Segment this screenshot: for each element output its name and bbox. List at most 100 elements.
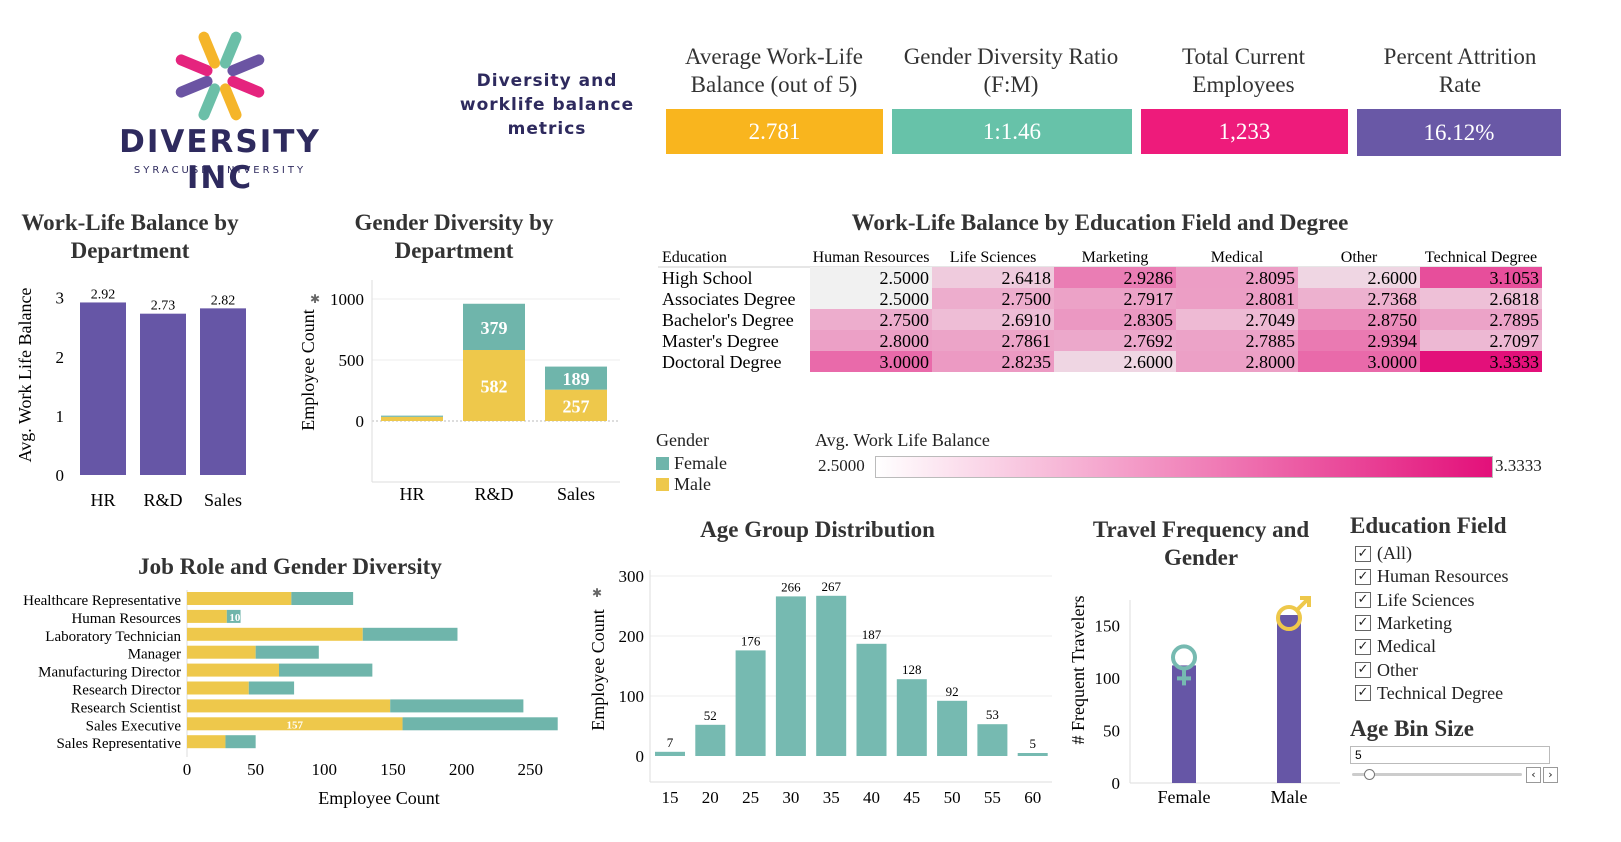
wlb-color-ramp: [875, 456, 1493, 478]
cell-value: 2.5000: [880, 289, 930, 309]
age-bin-title: Age Bin Size: [1350, 716, 1474, 741]
bar: [896, 679, 927, 756]
education-filter-option[interactable]: ✓ (All): [1355, 543, 1412, 564]
x-tick-label: 200: [449, 760, 475, 779]
x-tick-label: 45: [903, 788, 920, 807]
education-filter-option[interactable]: ✓ Human Resources: [1355, 566, 1508, 587]
cell-value: 2.6418: [1002, 268, 1052, 288]
row-label: High School: [662, 268, 753, 288]
bar-segment: [187, 735, 226, 749]
logo-petal: [227, 54, 265, 77]
cell-value: 3.1053: [1490, 268, 1540, 288]
row-label: Associates Degree: [662, 289, 795, 309]
bar-segment: [463, 303, 525, 350]
heatmap-cell: [932, 330, 1054, 351]
cell-value: 2.7049: [1246, 310, 1296, 330]
row-header: Education: [662, 249, 727, 266]
kpi-value-attrition: 16.12%: [1357, 109, 1561, 156]
logo-petal: [198, 83, 221, 121]
x-tick-label: R&D: [143, 490, 182, 510]
category-label: Manager: [128, 647, 181, 663]
y-axis-title: Employee Count: [588, 609, 608, 730]
checkbox-checked-icon[interactable]: ✓: [1355, 545, 1371, 562]
wlb-legend-max: 3.3333: [1495, 456, 1542, 475]
heatmap-cell: [810, 351, 932, 372]
checkbox-checked-icon[interactable]: ✓: [1355, 615, 1371, 632]
kpi-title-employees: Total Current Employees: [1182, 44, 1305, 97]
legend-item-female[interactable]: Female: [656, 453, 727, 474]
y-axis-title: # Frequent Travelers: [1068, 596, 1088, 745]
bar-segment: [226, 609, 241, 623]
heatmap-cell: [1420, 288, 1542, 309]
wlb-legend-min: 2.5000: [818, 456, 865, 475]
kpi-value-employees: 1,233: [1141, 109, 1348, 154]
kpi-title-attrition: Percent Attrition Rate: [1383, 44, 1537, 97]
heatmap-cell: [1176, 351, 1298, 372]
x-tick-label: 250: [518, 760, 544, 779]
education-filter-option[interactable]: ✓ Technical Degree: [1355, 683, 1503, 704]
column-header: Life Sciences: [950, 249, 1037, 266]
education-filter-option[interactable]: ✓ Life Sciences: [1355, 590, 1474, 611]
bar-segment: [402, 717, 558, 731]
checkbox-checked-icon[interactable]: ✓: [1355, 592, 1371, 609]
data-label: 379: [481, 318, 508, 338]
cell-value: 2.6818: [1490, 289, 1540, 309]
education-filter-option[interactable]: ✓ Other: [1355, 660, 1418, 681]
legend-item-male[interactable]: Male: [656, 474, 727, 495]
heatmap-cell: [932, 288, 1054, 309]
cell-value: 2.8081: [1246, 289, 1296, 309]
kpi-title-wlb: Average Work-Life Balance (out of 5): [684, 44, 863, 97]
age-bin-slider-track[interactable]: [1352, 773, 1522, 776]
chart-travel-gender: 0 50 100 150 # Frequent Travelers Female Male: [1068, 596, 1340, 807]
age-bin-increment-button[interactable]: ›: [1543, 767, 1558, 783]
checkbox-checked-icon[interactable]: ✓: [1355, 638, 1371, 655]
heatmap-cell: [1420, 267, 1542, 288]
wlb-color-legend-title: Avg. Work Life Balance: [815, 430, 990, 450]
heatmap-cell: [810, 330, 932, 351]
cell-value: 3.0000: [880, 352, 930, 372]
age-bin-input[interactable]: [1350, 746, 1550, 764]
data-label: 2.82: [211, 293, 236, 308]
cell-value: 2.6000: [1368, 268, 1418, 288]
y-tick-label: 300: [619, 567, 645, 586]
heatmap-cell: [932, 351, 1054, 372]
male-swatch: [656, 478, 669, 491]
cell-value: 2.8235: [1002, 352, 1052, 372]
cell-value: 2.7885: [1246, 331, 1296, 351]
education-filter-option[interactable]: ✓ Marketing: [1355, 613, 1452, 634]
x-tick-label: 50: [944, 788, 961, 807]
bar-segment: [187, 609, 227, 623]
chart-gender-by-dept: 0 500 1000 Employee Count ✱ HR 582 379 R&D 257 189…: [298, 280, 620, 504]
checkbox-checked-icon[interactable]: ✓: [1355, 662, 1371, 678]
bar: [80, 302, 126, 475]
age-bin-decrement-button[interactable]: ‹: [1526, 767, 1541, 783]
bar-segment: [545, 366, 607, 390]
data-label: 52: [704, 708, 717, 723]
data-label: 2.73: [151, 299, 176, 314]
data-label: 7: [667, 735, 674, 750]
row-label: Bachelor's Degree: [662, 310, 794, 330]
data-label: 582: [481, 376, 508, 396]
checkbox-checked-icon[interactable]: ✓: [1355, 568, 1371, 585]
x-tick-label: 20: [702, 788, 719, 807]
bar-segment: [381, 415, 443, 417]
cell-value: 2.6910: [1002, 310, 1052, 330]
cell-value: 2.5000: [880, 268, 930, 288]
bar: [856, 643, 887, 756]
logo-petal: [219, 83, 242, 121]
heatmap-cell: [810, 267, 932, 288]
female-symbol-icon: [1171, 644, 1197, 671]
pin-icon: ✱: [310, 292, 320, 306]
x-tick-label: Sales: [204, 490, 242, 510]
age-bin-slider-handle[interactable]: [1364, 769, 1375, 780]
checkbox-checked-icon[interactable]: ✓: [1355, 685, 1371, 702]
row-label: Doctoral Degree: [662, 352, 781, 372]
y-axis-title: Avg. Work Life Balance: [15, 288, 35, 463]
brand-logo: [175, 31, 265, 121]
cell-value: 2.7368: [1368, 289, 1418, 309]
column-header: Marketing: [1082, 249, 1149, 266]
education-filter-option[interactable]: ✓ Medical: [1355, 636, 1436, 657]
data-label: 128: [902, 662, 922, 677]
logo-petal: [219, 31, 242, 69]
bar: [735, 650, 766, 756]
